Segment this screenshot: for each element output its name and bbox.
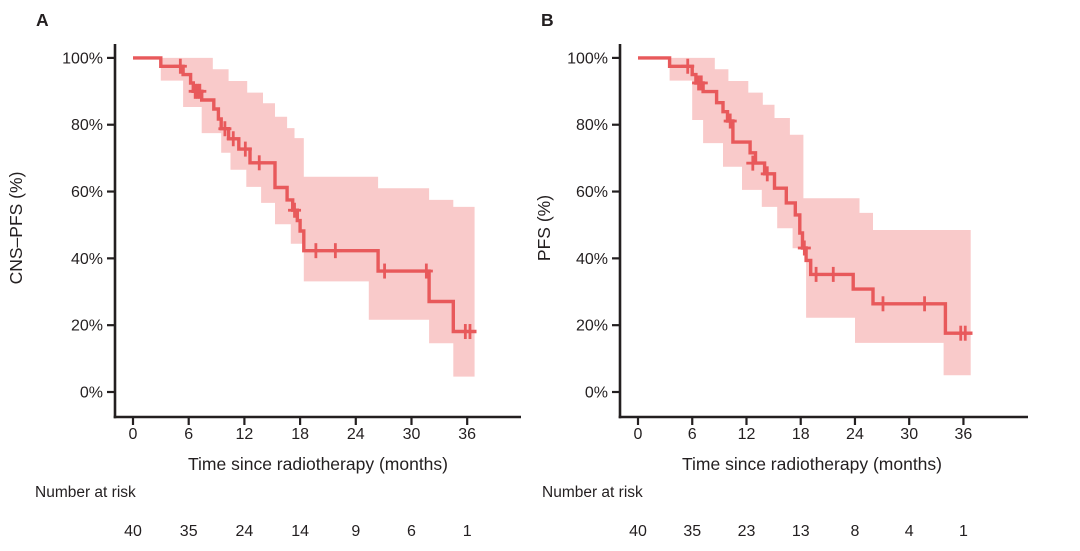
panel-a-x-axis-title: Time since radiotherapy (months) [188, 454, 448, 474]
risk-number: 9 [351, 523, 360, 540]
y-tick-label: 20% [576, 318, 608, 335]
number-at-risk-row: 40 35 23 13 8 4 1 [629, 523, 968, 540]
censor-marks [681, 58, 972, 341]
panel-b-letter: B [541, 10, 554, 30]
x-tick-label: 18 [792, 426, 810, 443]
x-tick-label: 6 [184, 426, 193, 443]
x-tick-label: 36 [458, 426, 476, 443]
risk-number: 40 [124, 523, 142, 540]
x-tick-label: 30 [403, 426, 421, 443]
x-tick-label: 0 [634, 426, 643, 443]
x-tick-label: 24 [846, 426, 864, 443]
y-tick-label: 100% [567, 50, 608, 67]
risk-number: 40 [629, 523, 647, 540]
y-tick-label: 20% [71, 318, 103, 335]
x-tick-label: 36 [955, 426, 973, 443]
panel-a-letter: A [36, 10, 49, 30]
y-tick-label: 0% [585, 385, 608, 402]
y-tick-label: 60% [576, 184, 608, 201]
risk-number: 14 [291, 523, 309, 540]
panel-a-plot: 0 6 12 18 24 30 36 0% 20% 40% 60% 80% 100% 40 35 24 14 9 6… [62, 44, 521, 540]
risk-number: 8 [851, 523, 860, 540]
risk-number: 35 [180, 523, 198, 540]
x-tick-label: 30 [900, 426, 918, 443]
x-tick-label: 0 [129, 426, 138, 443]
x-tick-label: 18 [291, 426, 309, 443]
censor-marks [173, 58, 477, 340]
x-tick-label: 24 [347, 426, 365, 443]
confidence-band [669, 57, 971, 376]
x-tick-label: 6 [688, 426, 697, 443]
y-tick-label: 100% [62, 50, 103, 67]
number-at-risk-row: 40 35 24 14 9 6 1 [124, 523, 472, 540]
risk-number: 35 [683, 523, 701, 540]
survival-curve [638, 56, 973, 335]
axes: 0 6 12 18 24 30 36 0% 20% 40% 60% 80% 100% [567, 44, 1028, 443]
x-tick-label: 12 [738, 426, 756, 443]
panel-b-x-axis-title: Time since radiotherapy (months) [682, 454, 942, 474]
y-tick-label: 40% [71, 251, 103, 268]
risk-number: 1 [463, 523, 472, 540]
confidence-band [160, 57, 475, 377]
panel-a-y-axis-title: CNS–PFS (%) [6, 172, 26, 285]
y-tick-label: 60% [71, 184, 103, 201]
risk-number: 13 [792, 523, 810, 540]
risk-number: 24 [235, 523, 253, 540]
axes: 0 6 12 18 24 30 36 0% 20% 40% 60% 80% 100% [62, 44, 521, 443]
y-tick-label: 0% [80, 385, 103, 402]
panel-b-number-at-risk-label: Number at risk [542, 484, 643, 501]
y-tick-label: 40% [576, 251, 608, 268]
panel-b-plot: 0 6 12 18 24 30 360%20%40%60%80%100%40 35 23 13 8 4… [567, 44, 1028, 540]
x-tick-label: 12 [235, 426, 253, 443]
y-tick-label: 80% [576, 117, 608, 134]
panel-a-number-at-risk-label: Number at risk [35, 484, 136, 501]
panel-b-y-axis-title: PFS (%) [534, 195, 554, 261]
y-tick-label: 80% [71, 117, 103, 134]
risk-number: 23 [738, 523, 756, 540]
risk-number: 4 [905, 523, 914, 540]
risk-number: 6 [407, 523, 416, 540]
risk-number: 1 [959, 523, 968, 540]
